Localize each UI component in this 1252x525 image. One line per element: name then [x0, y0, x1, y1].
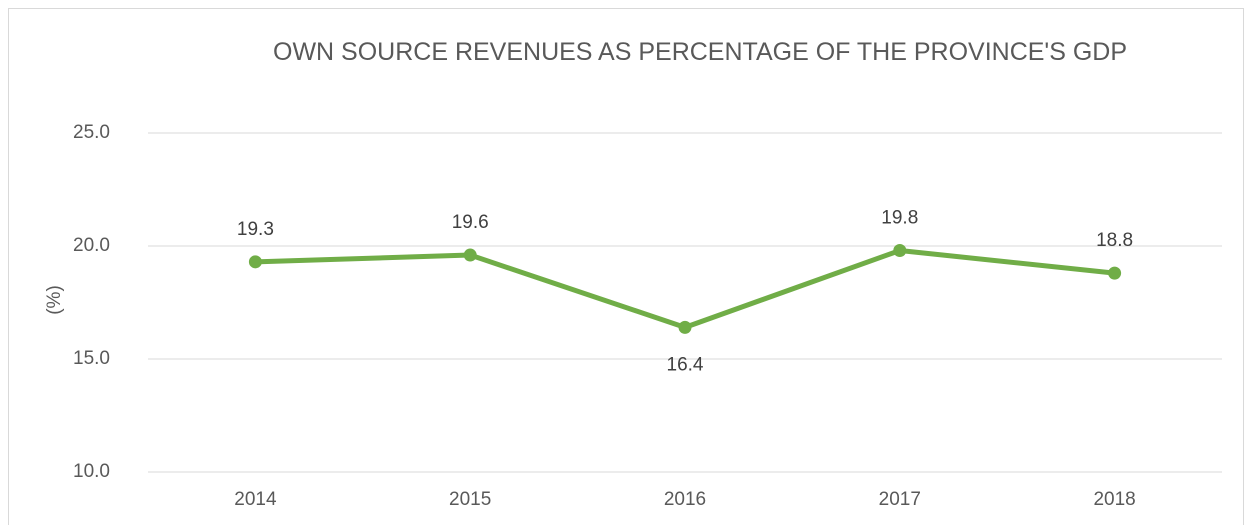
x-tick-label: 2018 [1093, 489, 1135, 510]
y-tick-label: 20.0 [73, 235, 110, 256]
chart-title: OWN SOURCE REVENUES AS PERCENTAGE OF THE… [273, 38, 1127, 66]
y-tick-label: 10.0 [73, 461, 110, 482]
y-tick-label: 25.0 [73, 122, 110, 143]
data-label: 16.4 [667, 354, 704, 375]
point [248, 255, 262, 269]
y-tick-label: 15.0 [73, 348, 110, 369]
point [1108, 266, 1122, 280]
data-label: 19.3 [237, 219, 274, 240]
y-axis-label: (%) [44, 285, 65, 315]
data-label: 18.8 [1096, 230, 1133, 251]
point [893, 244, 907, 258]
data-label: 19.6 [452, 212, 489, 233]
x-tick-label: 2017 [879, 489, 921, 510]
x-tick-label: 2016 [664, 489, 706, 510]
x-tick-label: 2015 [449, 489, 491, 510]
chart-border [8, 8, 1244, 525]
data-label: 19.8 [881, 208, 918, 229]
line [255, 248, 1115, 330]
x-tick-label: 2014 [234, 489, 277, 510]
point [463, 248, 477, 262]
point [678, 320, 692, 334]
